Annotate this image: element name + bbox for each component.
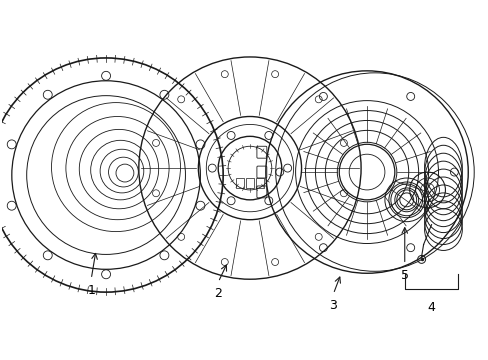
Text: 1: 1 [87,284,95,297]
Text: 3: 3 [329,299,337,312]
Text: 2: 2 [214,287,222,300]
Bar [255,178,264,188]
Bar [245,178,253,188]
Text: 4: 4 [427,301,435,314]
Text: 5: 5 [400,269,408,282]
Bar [236,178,244,188]
